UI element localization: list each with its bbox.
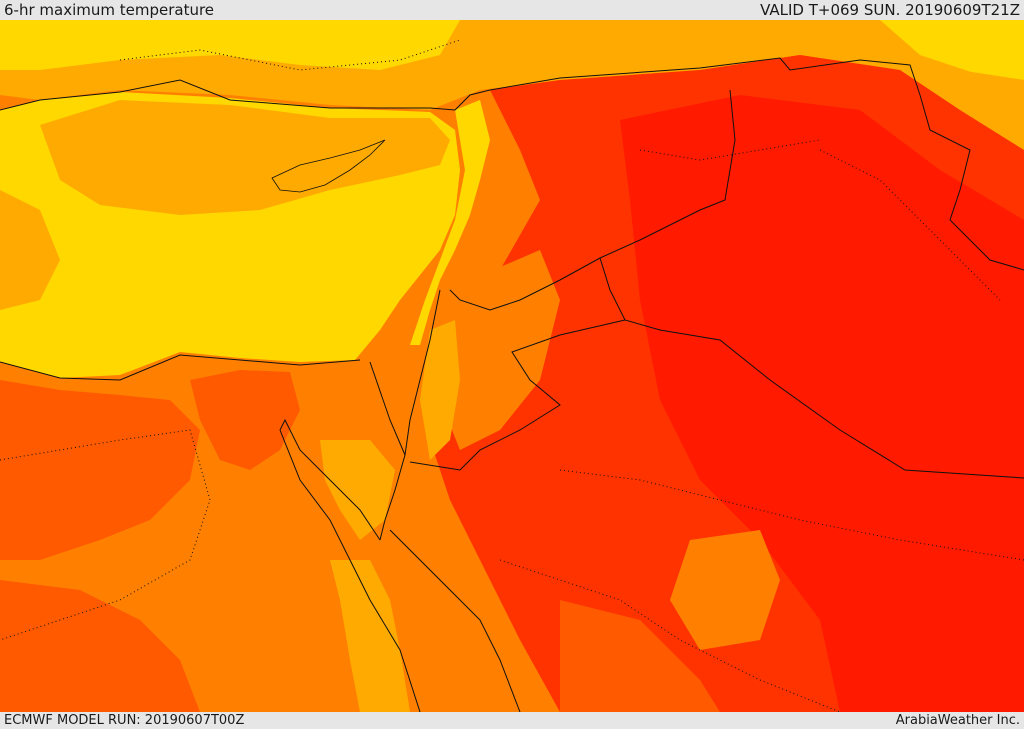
saudi-orange-blob bbox=[670, 530, 780, 650]
model-run: ECMWF MODEL RUN: 20190607T00Z bbox=[4, 713, 245, 728]
egypt-dark-west bbox=[0, 380, 200, 560]
levant-inland-orange bbox=[440, 250, 560, 450]
jordan-light-patch bbox=[420, 320, 460, 460]
northeast-highland bbox=[880, 20, 1024, 80]
footer-bar: ECMWF MODEL RUN: 20190607T00Z ArabiaWeat… bbox=[0, 712, 1024, 729]
credit-text: ArabiaWeather Inc. bbox=[895, 713, 1020, 728]
province-borders bbox=[0, 39, 1024, 712]
header-bar: 6-hr maximum temperature VALID T+069 SUN… bbox=[0, 0, 1024, 20]
cyprus bbox=[271, 139, 386, 193]
sea-north-band bbox=[40, 100, 450, 215]
sinai-light bbox=[320, 440, 395, 540]
saudi-south-orange bbox=[560, 600, 720, 712]
egypt-south-dark bbox=[0, 580, 200, 712]
country-borders bbox=[0, 57, 1024, 712]
sea-west-patch bbox=[0, 190, 60, 310]
delta-dark bbox=[190, 370, 300, 470]
iraq-red bbox=[620, 95, 1024, 712]
map-title: 6-hr maximum temperature bbox=[4, 1, 215, 19]
temperature-map[interactable] bbox=[0, 20, 1024, 712]
levant-strip bbox=[410, 100, 490, 345]
nile-valley-light bbox=[330, 560, 410, 712]
valid-time: VALID T+069 SUN. 20190609T21Z bbox=[760, 1, 1020, 19]
turkey-highland bbox=[0, 20, 460, 70]
